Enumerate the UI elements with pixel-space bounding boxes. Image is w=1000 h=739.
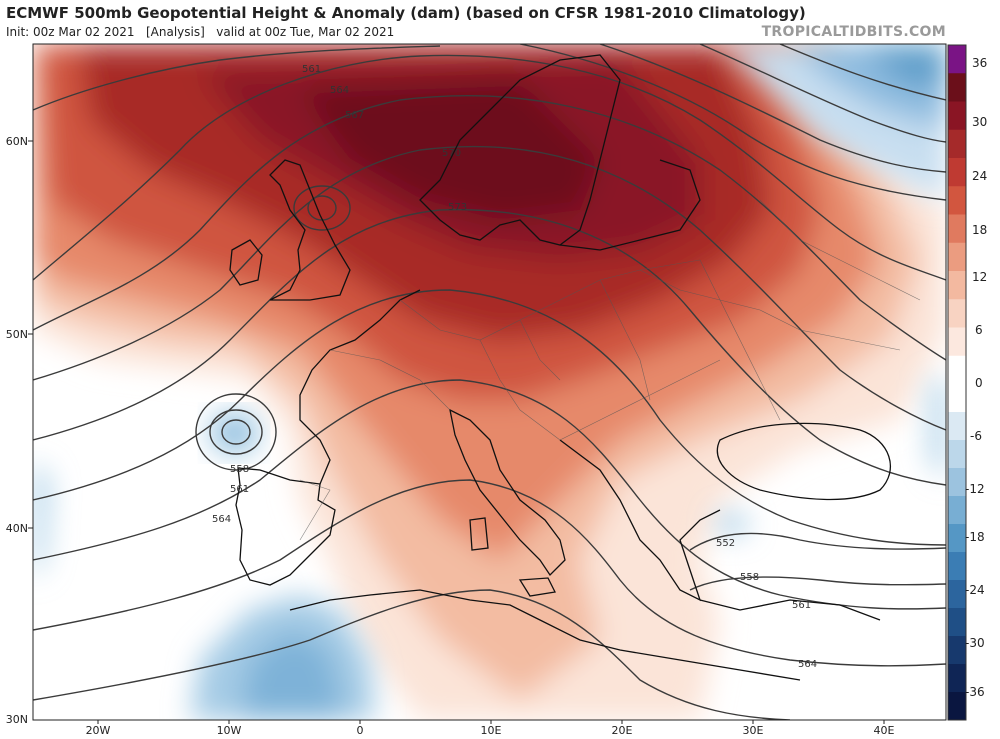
colorbar-swatch bbox=[948, 692, 966, 721]
lon-label: 10E bbox=[481, 724, 502, 737]
map-title: ECMWF 500mb Geopotential Height & Anomal… bbox=[6, 4, 806, 22]
colorbar-label: -30 bbox=[965, 636, 985, 650]
colorbar-swatch bbox=[948, 101, 966, 131]
country-borders bbox=[299, 199, 921, 541]
colorbar-swatch bbox=[948, 524, 966, 553]
colorbar-swatch bbox=[948, 271, 966, 300]
colorbar-swatch bbox=[948, 664, 966, 693]
colorbar-swatch bbox=[948, 45, 966, 74]
colorbar-swatch bbox=[948, 327, 966, 357]
contour-label: 561 bbox=[302, 64, 321, 75]
contour-labels: 561 564 567 570 573 558 561 564 552 558 … bbox=[212, 64, 817, 670]
colorbar-swatch bbox=[948, 636, 966, 665]
anomaly-field bbox=[33, 44, 946, 720]
map-border bbox=[32, 43, 947, 721]
contour-label: 564 bbox=[330, 85, 349, 96]
colorbar-swatch bbox=[948, 468, 966, 497]
colorbar-swatch bbox=[948, 186, 966, 215]
map-subtitle: Init: 00z Mar 02 2021 [Analysis] valid a… bbox=[6, 25, 394, 39]
latitude-axis: 60N 50N 40N 30N bbox=[6, 135, 33, 726]
colorbar-label: 12 bbox=[972, 270, 987, 284]
contour-label: 570 bbox=[442, 148, 461, 159]
colorbar-label: 18 bbox=[972, 223, 987, 237]
lon-label: 30E bbox=[743, 724, 764, 737]
colorbar bbox=[947, 44, 967, 721]
lon-label: 20E bbox=[612, 724, 633, 737]
lat-label: 50N bbox=[6, 328, 28, 341]
contour-label: 561 bbox=[792, 600, 811, 611]
colorbar-swatch bbox=[948, 440, 966, 469]
contour-label: 561 bbox=[230, 484, 249, 495]
init-time: Init: 00z Mar 02 2021 bbox=[6, 25, 135, 39]
lat-label: 30N bbox=[6, 713, 28, 726]
lon-label: 40E bbox=[874, 724, 895, 737]
colorbar-swatch bbox=[948, 73, 966, 102]
colorbar-label: 36 bbox=[972, 56, 987, 70]
coastlines bbox=[229, 54, 891, 681]
site-brand: TROPICALTIDBITS.COM bbox=[761, 24, 946, 40]
contour-label: 552 bbox=[716, 538, 735, 549]
colorbar-swatch bbox=[948, 496, 966, 525]
lon-label: 10W bbox=[217, 724, 242, 737]
colorbar-label: 0 bbox=[975, 376, 983, 390]
contour-label: 564 bbox=[798, 659, 817, 670]
longitude-axis: 20W 10W 0 10E 20E 30E 40E bbox=[86, 720, 895, 737]
contour-label: 558 bbox=[740, 572, 759, 583]
colorbar-label: -18 bbox=[965, 530, 985, 544]
colorbar-swatch bbox=[948, 384, 966, 413]
colorbar-swatch bbox=[948, 214, 966, 244]
contour-label: 567 bbox=[345, 110, 364, 121]
contour-label: 564 bbox=[212, 514, 231, 525]
colorbar-label: -36 bbox=[965, 685, 985, 699]
lat-label: 40N bbox=[6, 522, 28, 535]
lon-label: 20W bbox=[86, 724, 111, 737]
contour-label: 573 bbox=[448, 202, 467, 213]
colorbar-label: 6 bbox=[975, 323, 983, 337]
height-contours bbox=[33, 44, 946, 720]
colorbar-label: 24 bbox=[972, 169, 987, 183]
colorbar-label: 30 bbox=[972, 115, 987, 129]
colorbar-swatch bbox=[948, 412, 966, 441]
colorbar-labels: 36 30 24 18 12 6 0 -6 -12 -18 -24 -30 -3… bbox=[965, 56, 987, 699]
lon-label: 0 bbox=[357, 724, 364, 737]
colorbar-swatch bbox=[948, 608, 966, 637]
colorbar-swatch bbox=[948, 242, 966, 272]
colorbar-swatch bbox=[948, 129, 966, 159]
colorbar-label: -6 bbox=[970, 429, 982, 443]
colorbar-swatch bbox=[948, 158, 966, 187]
colorbar-swatch bbox=[948, 552, 966, 581]
colorbar-swatch bbox=[948, 355, 966, 385]
colorbar-label: -24 bbox=[965, 583, 985, 597]
colorbar-swatch bbox=[948, 580, 966, 609]
colorbar-border bbox=[947, 44, 967, 721]
analysis-tag: [Analysis] bbox=[145, 25, 205, 39]
contour-label: 558 bbox=[230, 464, 249, 475]
colorbar-label: -12 bbox=[965, 482, 985, 496]
lat-label: 60N bbox=[6, 135, 28, 148]
valid-time: valid at 00z Tue, Mar 02 2021 bbox=[216, 25, 395, 39]
colorbar-swatch bbox=[948, 299, 966, 328]
